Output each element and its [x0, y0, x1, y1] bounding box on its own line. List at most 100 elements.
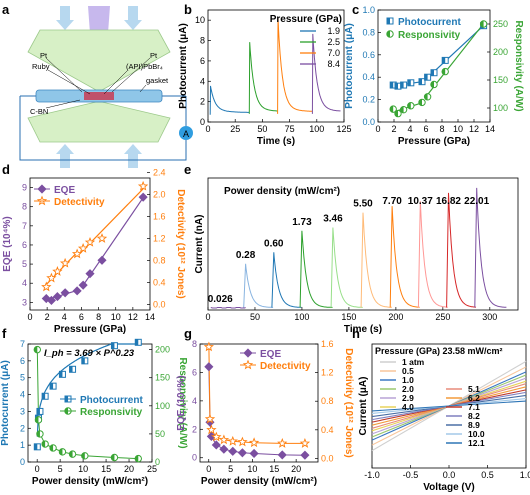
panel-g-axes: 0 5 10 15 20 0 2 4 6 8 0.0 0.4 0.8 1.2 1.6 Power densit…: [176, 339, 354, 487]
legend-label: 8.4: [327, 59, 340, 69]
x-tick-label: 20: [291, 464, 301, 474]
force-arrowhead-bottom-left: [56, 144, 74, 154]
data-point-detectivity: [77, 242, 89, 253]
iv-line-12.1: [371, 400, 527, 412]
legend-marker: [243, 348, 253, 358]
legend-label: 2.5: [327, 37, 340, 47]
y-tick-label: 3: [20, 406, 25, 416]
data-point-photocurrent-fill: [135, 339, 139, 346]
leader-pt-right: [111, 57, 151, 93]
data-point-responsivity-fill: [59, 448, 63, 456]
y-tick-label: 4: [200, 76, 205, 86]
data-point-responsivity-fill: [430, 81, 434, 88]
y2-tick-label: 150: [493, 75, 508, 85]
power-law-fit: [36, 343, 142, 437]
data-point-eqe: [206, 431, 216, 441]
data-point-responsivity-fill: [35, 416, 39, 424]
x-tick-label: 14: [485, 124, 495, 134]
legend-title: Pressure (GPa) 23.58 mW/cm²: [375, 346, 503, 356]
x-tick-label: 50: [257, 124, 267, 134]
panel-label-e: e: [184, 162, 191, 177]
x-tick-label: 8: [439, 124, 444, 134]
y-tick-label: 0: [192, 453, 197, 463]
data-point-photocurrent-fill: [34, 443, 38, 450]
legend-marker-fill: [387, 18, 390, 24]
responsivity-line: [36, 349, 139, 460]
x-tick-label: 12: [128, 312, 138, 322]
x-tick-label: 25: [230, 124, 240, 134]
x-axis-label: Power density (mW/cm²): [32, 476, 148, 487]
ammeter: [179, 126, 193, 140]
data-point-eqe: [97, 255, 107, 265]
y-tick-label: 8: [22, 202, 27, 212]
x-tick-label: 25: [147, 464, 157, 474]
legend-label: 1 atm: [402, 357, 425, 367]
x-tick-label: 4: [407, 124, 412, 134]
panel-g-frame: [199, 343, 319, 463]
y-tick-label: 3: [22, 297, 27, 307]
data-point-eqe: [72, 286, 82, 296]
force-arrowhead-top-left: [56, 20, 74, 30]
data-point-detectivity: [277, 437, 288, 448]
data-point-eqe: [228, 446, 238, 456]
x-tick-label: 20: [124, 464, 134, 474]
power-density-label: 16.82: [436, 196, 461, 207]
y-tick-label: 8: [192, 339, 197, 349]
series-line-16.82: [446, 192, 477, 308]
legend-label: 2.0: [402, 384, 414, 394]
data-point-detectivity: [206, 424, 217, 435]
data-point-detectivity: [46, 272, 57, 283]
legend-label: Photocurrent: [80, 395, 143, 406]
data-point-photocurrent-fill: [111, 342, 115, 349]
x-tick-label: 300: [482, 312, 497, 322]
data-point-detectivity: [211, 431, 222, 442]
y-axis-label: Photocurrent (μA): [178, 23, 189, 109]
force-arrowhead-top-right: [124, 20, 142, 30]
y2-tick-label: 150: [155, 373, 170, 383]
y-tick-label: 1: [20, 440, 25, 450]
x-axis-label: Voltage (V): [423, 482, 474, 493]
leader-sample: [103, 69, 129, 95]
data-point-detectivity: [237, 436, 248, 447]
data-point-photocurrent-fill: [419, 78, 422, 85]
y-tick-label: 0.0: [362, 117, 375, 127]
data-point-responsivity-fill: [36, 430, 40, 438]
data-point-detectivity: [71, 248, 83, 259]
y-axis-label: Current (μA): [358, 377, 369, 436]
force-arrow-top-right: [128, 6, 138, 20]
power-density-label: 3.46: [323, 214, 343, 225]
power-density-label: 5.50: [353, 199, 373, 210]
y-tick-label: 2: [20, 423, 25, 433]
x-tick-label: 0: [35, 464, 40, 474]
legend-marker-fill: [386, 30, 390, 38]
y-axis-label: Current (nA): [194, 215, 205, 274]
legend-label: Detectivity: [260, 361, 311, 372]
leader-gasket: [139, 84, 147, 93]
force-arrow-top-left: [60, 6, 70, 20]
power-density-label: 10.37: [408, 196, 433, 207]
x-tick-label: 50: [250, 312, 260, 322]
y2-tick-label: 200: [155, 345, 170, 355]
panel-label-h: h: [352, 326, 360, 341]
x-tick-label: 0: [205, 124, 210, 134]
x-tick-label: -1.0: [364, 470, 380, 480]
y2-tick-label: 1.6: [153, 212, 166, 222]
y-tick-label: 1.0: [362, 5, 375, 15]
y-tick-label: 7: [20, 339, 25, 349]
data-point-responsivity-fill: [135, 455, 139, 462]
y-tick-label: 10: [195, 15, 205, 25]
x-tick-label: 2: [45, 312, 50, 322]
data-point-photocurrent-fill: [395, 83, 398, 90]
panel-c-frame: [377, 9, 491, 123]
legend-label: 4.0: [402, 402, 414, 412]
data-point-detectivity: [137, 180, 149, 191]
data-point-eqe: [277, 450, 287, 460]
data-point-photocurrent-fill: [50, 383, 54, 390]
legend-label: 7.1: [468, 402, 480, 412]
legend-label: 1.9: [327, 26, 340, 36]
x-tick-label: 6: [79, 312, 84, 322]
